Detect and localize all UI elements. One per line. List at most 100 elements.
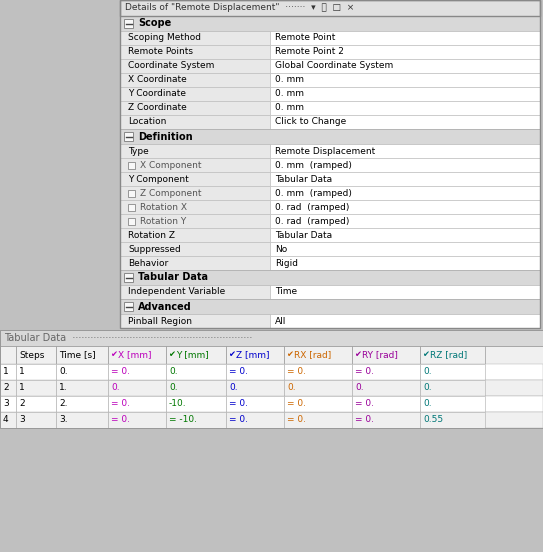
Text: Suppressed: Suppressed — [128, 245, 181, 253]
Text: All: All — [275, 316, 286, 326]
Text: RZ [rad]: RZ [rad] — [430, 351, 467, 359]
Text: 1: 1 — [3, 368, 9, 376]
Bar — [270, 314, 540, 328]
Bar — [0, 380, 16, 396]
Text: 0. mm: 0. mm — [275, 76, 304, 84]
Bar — [108, 364, 166, 380]
Bar — [270, 242, 540, 256]
Text: ✔: ✔ — [168, 351, 175, 359]
Bar — [16, 396, 56, 412]
Text: -10.: -10. — [169, 400, 187, 408]
Bar — [166, 346, 226, 364]
Text: 4: 4 — [3, 416, 9, 424]
Text: 0. mm  (ramped): 0. mm (ramped) — [275, 161, 352, 169]
Text: X Coordinate: X Coordinate — [128, 76, 187, 84]
Bar — [0, 396, 16, 412]
Bar — [270, 186, 540, 200]
Text: X Component: X Component — [140, 161, 201, 169]
Bar — [120, 0, 540, 16]
Bar — [270, 73, 540, 87]
Text: = 0.: = 0. — [287, 400, 306, 408]
Bar — [108, 346, 166, 364]
Bar — [420, 396, 485, 412]
Text: Scoping Method: Scoping Method — [128, 34, 201, 43]
Text: 0.: 0. — [423, 384, 432, 392]
Bar — [0, 346, 16, 364]
Text: = 0.: = 0. — [111, 416, 130, 424]
Bar — [120, 144, 270, 158]
Text: 0. rad  (ramped): 0. rad (ramped) — [275, 203, 349, 211]
Bar — [120, 129, 540, 144]
Bar — [352, 412, 420, 428]
Text: RX [rad]: RX [rad] — [294, 351, 331, 359]
Bar — [120, 214, 270, 228]
Bar — [56, 412, 108, 428]
Bar — [270, 45, 540, 59]
Bar — [270, 101, 540, 115]
Text: Pinball Region: Pinball Region — [128, 316, 192, 326]
Text: Time [s]: Time [s] — [59, 351, 96, 359]
Bar — [120, 228, 270, 242]
Text: Global Coordinate System: Global Coordinate System — [275, 61, 393, 71]
Bar — [0, 364, 543, 380]
Text: Z [mm]: Z [mm] — [236, 351, 269, 359]
Bar — [120, 256, 270, 270]
Bar — [0, 412, 543, 428]
Bar — [226, 364, 284, 380]
Bar — [120, 314, 270, 328]
Text: 0.: 0. — [287, 384, 295, 392]
Text: = 0.: = 0. — [355, 368, 374, 376]
Bar — [0, 346, 543, 364]
Bar — [56, 380, 108, 396]
Bar — [284, 380, 352, 396]
Bar — [120, 59, 270, 73]
Bar — [270, 200, 540, 214]
Text: 1: 1 — [19, 384, 25, 392]
Text: = 0.: = 0. — [355, 400, 374, 408]
Bar — [352, 346, 420, 364]
Bar — [16, 412, 56, 428]
Text: Remote Point 2: Remote Point 2 — [275, 47, 344, 56]
Bar — [120, 270, 540, 285]
Bar — [270, 87, 540, 101]
Text: ✔: ✔ — [422, 351, 429, 359]
Text: Tabular Data: Tabular Data — [275, 231, 332, 240]
Text: = 0.: = 0. — [287, 416, 306, 424]
Bar — [108, 380, 166, 396]
Bar — [108, 412, 166, 428]
Bar — [226, 396, 284, 412]
Bar — [120, 45, 270, 59]
Bar — [270, 158, 540, 172]
Text: Definition: Definition — [138, 131, 193, 141]
Text: RY [rad]: RY [rad] — [362, 351, 398, 359]
Bar — [120, 115, 270, 129]
Text: 2.: 2. — [59, 400, 67, 408]
Text: 0. mm: 0. mm — [275, 89, 304, 98]
Bar — [120, 186, 270, 200]
Text: Remote Points: Remote Points — [128, 47, 193, 56]
Text: No: No — [275, 245, 287, 253]
Text: 0. mm  (ramped): 0. mm (ramped) — [275, 188, 352, 198]
Bar — [56, 396, 108, 412]
Text: Details of "Remote Displacement"  ·······  ▾  ⑆  □  ×: Details of "Remote Displacement" ·······… — [125, 3, 354, 13]
Bar — [16, 364, 56, 380]
Text: 0. mm: 0. mm — [275, 104, 304, 113]
Text: 3: 3 — [19, 416, 25, 424]
Text: 0. rad  (ramped): 0. rad (ramped) — [275, 216, 349, 226]
Bar — [128, 189, 135, 197]
Bar — [0, 380, 543, 396]
Bar — [270, 59, 540, 73]
Text: Remote Displacement: Remote Displacement — [275, 146, 375, 156]
Text: Location: Location — [128, 118, 166, 126]
Bar — [120, 285, 270, 299]
Text: = 0.: = 0. — [287, 368, 306, 376]
Bar — [226, 412, 284, 428]
Text: ✔: ✔ — [110, 351, 117, 359]
Bar — [56, 364, 108, 380]
Bar — [124, 132, 133, 141]
Bar — [120, 31, 270, 45]
Text: Rotation Y: Rotation Y — [140, 216, 186, 226]
Text: 1.: 1. — [59, 384, 68, 392]
Text: X [mm]: X [mm] — [118, 351, 151, 359]
Bar — [352, 364, 420, 380]
